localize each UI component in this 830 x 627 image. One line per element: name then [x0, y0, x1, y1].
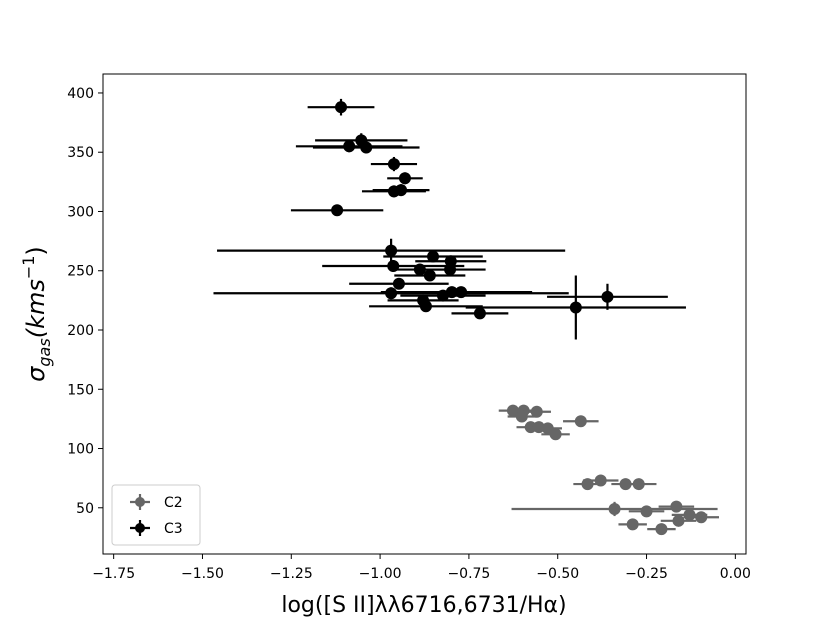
point — [601, 290, 614, 303]
y-label-part: ) — [22, 246, 50, 255]
point — [436, 289, 449, 302]
point — [549, 428, 562, 441]
x-tick-label: −1.00 — [359, 566, 402, 582]
y-tick-label: 200 — [67, 323, 94, 339]
point — [672, 514, 685, 527]
point — [385, 287, 398, 300]
y-tick-label: 100 — [67, 442, 94, 458]
y-tick-label: 300 — [67, 204, 94, 220]
point — [574, 415, 587, 428]
point — [392, 277, 405, 290]
point — [387, 158, 400, 171]
y-label-part: gas — [35, 338, 54, 366]
point — [335, 101, 348, 114]
y-label-part: −1 — [19, 256, 38, 280]
legend-marker — [135, 523, 145, 533]
point — [419, 300, 432, 313]
y-label-part: (kms — [22, 279, 50, 338]
plot-frame — [102, 73, 747, 555]
y-tick-label: 350 — [67, 145, 94, 161]
x-tick-label: −1.50 — [181, 566, 224, 582]
x-tick-label: −0.25 — [625, 566, 668, 582]
point — [608, 502, 621, 515]
x-tick-label: −0.50 — [536, 566, 579, 582]
point — [655, 523, 668, 536]
point — [413, 263, 426, 276]
y-tick-label: 400 — [67, 86, 94, 102]
point — [532, 421, 545, 434]
y-axis-label: σgas(kms−1) — [19, 246, 54, 382]
legend-label: C2 — [164, 495, 183, 511]
point — [395, 184, 408, 197]
point — [385, 244, 398, 257]
point — [640, 505, 653, 518]
point — [695, 511, 708, 524]
point — [632, 478, 645, 491]
point — [515, 410, 528, 423]
point — [473, 307, 486, 320]
x-tick-label: −1.25 — [270, 566, 313, 582]
x-tick-label: −0.75 — [447, 566, 490, 582]
y-tick-label: 50 — [76, 501, 94, 517]
y-label-part: σ — [22, 366, 50, 382]
legend-label: C3 — [164, 521, 183, 537]
y-tick-label: 250 — [67, 264, 94, 280]
legend-marker — [135, 497, 145, 507]
y-tick-label: 150 — [67, 382, 94, 398]
point — [626, 518, 639, 531]
point — [569, 301, 582, 314]
point — [444, 263, 457, 276]
x-axis-label: log([S II]λλ6716,6731/Hα) — [281, 593, 566, 618]
x-tick-label: 0.00 — [720, 566, 751, 582]
point — [683, 508, 696, 521]
point — [427, 250, 440, 263]
point — [398, 172, 411, 185]
point — [360, 141, 373, 154]
point — [581, 478, 594, 491]
point — [331, 204, 344, 217]
legend-box — [111, 484, 201, 546]
x-tick-label: −1.75 — [92, 566, 135, 582]
point — [530, 405, 543, 418]
point — [423, 269, 436, 282]
point — [343, 140, 356, 153]
point — [670, 500, 683, 513]
